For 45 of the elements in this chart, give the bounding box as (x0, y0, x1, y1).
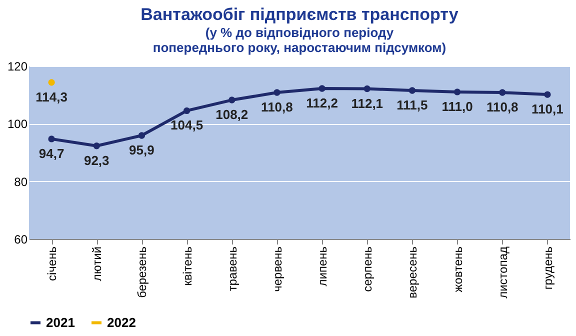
y-tick-label: 100 (7, 117, 28, 132)
data-label: 114,3 (36, 89, 68, 104)
point (544, 91, 551, 98)
x-tick-label: грудень (540, 246, 555, 290)
x-tick-label: липень (316, 246, 330, 286)
x-tick-label: березень (135, 246, 150, 298)
point (408, 87, 416, 94)
data-label: 112,2 (306, 95, 338, 110)
data-label: 94,7 (38, 146, 64, 161)
chart-subtitle: (у % до відповідного періоду попереднього року, наростаючим підсумком) (152, 25, 446, 55)
data-label: 112,1 (351, 96, 384, 111)
point (228, 96, 236, 104)
x-tick-label: листопад (496, 246, 510, 298)
x-tick-label: вересень (406, 246, 420, 298)
data-label: 110,8 (261, 100, 293, 115)
x-tick-label: червень (270, 246, 284, 292)
legend-label: 2022 (107, 314, 136, 330)
point (93, 142, 100, 150)
x-tick-label: жовтень (450, 246, 465, 292)
x-tick-label: лютий (90, 246, 104, 282)
data-label: 104,5 (170, 118, 204, 133)
point (48, 136, 55, 142)
point (138, 132, 146, 139)
chart-title: Вантажообіг підприємств транспорту (140, 5, 459, 24)
x-tick-label: січень (45, 246, 60, 281)
point (499, 89, 506, 96)
point (183, 107, 190, 114)
data-label: 110,1 (532, 102, 564, 117)
point (364, 85, 370, 92)
legend-label: 2021 (46, 314, 75, 330)
data-label: 111,5 (396, 98, 428, 113)
x-tick-label: квітень (180, 246, 194, 286)
data-label: 92,3 (84, 152, 110, 168)
data-label: 108,2 (216, 107, 248, 122)
data-label: 111,0 (442, 98, 473, 114)
point (454, 88, 461, 96)
data-label: 95,9 (129, 142, 154, 158)
x-tick-label: травень (225, 246, 240, 292)
point (274, 89, 280, 96)
y-tick-label: 80 (14, 174, 28, 189)
point (318, 85, 326, 92)
data-label: 110,8 (486, 100, 518, 115)
y-tick-label: 120 (7, 60, 28, 74)
x-tick-label: серпень (360, 246, 375, 292)
y-tick-label: 60 (14, 232, 28, 246)
